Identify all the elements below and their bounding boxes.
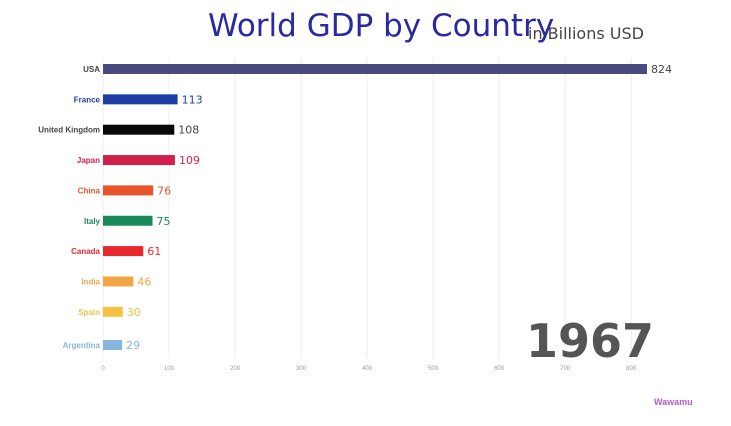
x-tick-label: 0 — [101, 366, 105, 372]
bar-usa — [103, 64, 647, 74]
x-tick-label: 300 — [296, 366, 307, 372]
category-label: Italy — [84, 217, 101, 226]
year-label: 1967 — [526, 314, 655, 368]
bar-italy — [103, 215, 153, 226]
category-label: France — [74, 95, 101, 104]
bar-argentina — [103, 340, 123, 350]
value-label: 46 — [137, 275, 151, 288]
value-label: 61 — [147, 245, 161, 258]
bar-india — [103, 276, 134, 287]
value-label: 108 — [178, 124, 199, 137]
value-label: 29 — [126, 339, 140, 352]
category-label: USA — [83, 65, 100, 74]
x-tick-label: 700 — [560, 366, 571, 372]
chart-subtitle: in Billions USD — [528, 24, 644, 43]
x-tick-label: 600 — [494, 366, 505, 372]
category-label: India — [81, 277, 100, 286]
value-label: 113 — [182, 93, 203, 106]
bar-united-kingdom — [103, 124, 175, 135]
category-label: Argentina — [63, 341, 101, 350]
bar-france — [103, 94, 178, 105]
category-label: China — [78, 186, 101, 195]
bar-china — [103, 185, 154, 196]
x-tick-label: 200 — [230, 366, 241, 372]
value-label: 75 — [157, 215, 171, 228]
x-tick-label: 100 — [164, 366, 175, 372]
x-tick-label: 500 — [428, 366, 439, 372]
category-label: Japan — [77, 156, 100, 165]
value-label: 824 — [651, 63, 672, 76]
category-label: Canada — [71, 247, 100, 256]
value-label: 76 — [157, 184, 171, 197]
bar-canada — [103, 246, 144, 257]
value-label: 109 — [179, 154, 200, 167]
bar-spain — [103, 306, 123, 317]
category-label: United Kingdom — [38, 126, 100, 135]
value-label: 30 — [127, 306, 141, 319]
bar-japan — [103, 155, 175, 166]
x-tick-label: 800 — [626, 366, 637, 372]
category-label: Spain — [78, 308, 100, 317]
watermark-logo: Wawamu — [654, 397, 693, 407]
chart-title: World GDP by Country — [208, 8, 555, 44]
x-tick-label: 400 — [362, 366, 373, 372]
